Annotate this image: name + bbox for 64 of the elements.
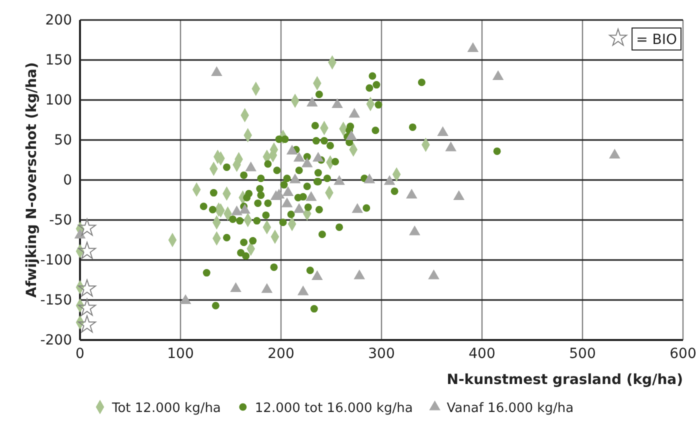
point: [180, 294, 192, 304]
y-tick-label: -100: [40, 252, 72, 268]
x-tick-label: 500: [569, 346, 596, 362]
legend-label: 12.000 tot 16.000 kg/ha: [254, 401, 413, 416]
point: [346, 130, 357, 140]
x-tick-label: 0: [76, 346, 84, 362]
x-tick-label: 400: [468, 346, 496, 362]
point: [445, 141, 456, 152]
point: [282, 186, 294, 196]
point: [332, 98, 343, 108]
point: [453, 190, 465, 200]
point: [312, 270, 323, 280]
point: [78, 242, 96, 259]
point: [281, 197, 293, 208]
point: [261, 283, 273, 293]
legend-label: Tot 12.000 kg/ha: [111, 401, 221, 416]
x-tick-label: 300: [368, 346, 395, 362]
point: [301, 157, 313, 168]
point: [437, 126, 448, 136]
point: [306, 96, 318, 106]
point: [312, 152, 324, 162]
point: [467, 42, 479, 52]
point: [211, 66, 222, 76]
y-tick-label: -150: [40, 292, 72, 308]
point: [352, 203, 364, 213]
y-tick-label: 50: [54, 132, 72, 148]
point: [289, 173, 301, 184]
point: [293, 152, 305, 162]
point: [334, 175, 345, 185]
y-tick-label: 150: [45, 52, 72, 68]
point: [239, 204, 250, 214]
point: [78, 298, 96, 316]
x-tick-label: 600: [670, 346, 696, 362]
point: [406, 188, 418, 198]
point: [409, 225, 420, 236]
point: [230, 282, 242, 292]
point: [348, 108, 360, 118]
y-tick-label: -50: [49, 212, 72, 228]
y-tick-label: 0: [63, 172, 72, 188]
point: [78, 279, 96, 297]
point: [609, 148, 620, 158]
point: [78, 315, 96, 333]
y-axis-title: Afwijking N-overschot (kg/ha): [24, 62, 40, 298]
point: [492, 70, 504, 80]
point: [384, 175, 396, 185]
legend-label: Vanaf 16.000 kg/ha: [446, 401, 574, 416]
legend-label: = BIO: [636, 32, 677, 48]
point: [306, 191, 317, 201]
point: [231, 205, 242, 216]
y-tick-label: 100: [45, 92, 72, 108]
x-tick-label: 100: [167, 346, 194, 362]
point: [74, 228, 86, 238]
y-tick-label: -200: [40, 332, 72, 348]
point: [293, 203, 305, 213]
point: [364, 173, 376, 184]
point: [297, 285, 309, 296]
x-tick-label: 200: [268, 346, 294, 362]
point: [245, 161, 256, 172]
point: [354, 269, 366, 280]
point: [286, 144, 298, 154]
point: [428, 269, 440, 280]
x-axis-title: N-kunstmest grasland (kg/ha): [446, 372, 683, 388]
point: [78, 218, 96, 236]
y-tick-label: 200: [45, 12, 72, 28]
